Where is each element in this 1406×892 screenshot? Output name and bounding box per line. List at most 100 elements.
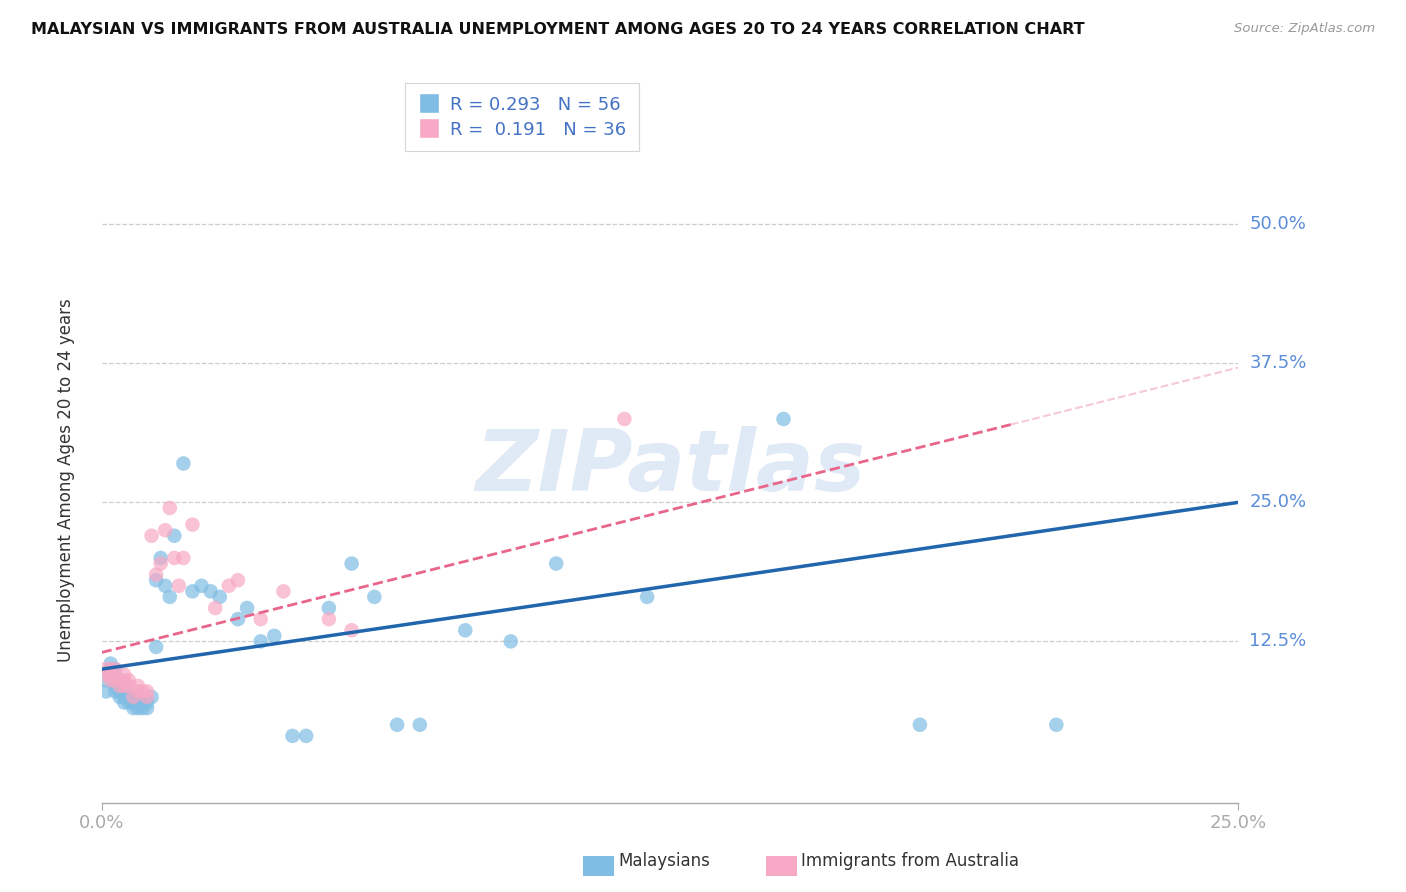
Point bbox=[226, 573, 249, 587]
Point bbox=[204, 601, 226, 615]
Point bbox=[163, 551, 186, 566]
Point bbox=[104, 662, 127, 676]
Y-axis label: Unemployment Among Ages 20 to 24 years: Unemployment Among Ages 20 to 24 years bbox=[58, 298, 75, 662]
Point bbox=[131, 701, 153, 715]
Point bbox=[149, 557, 172, 571]
Point bbox=[112, 696, 135, 710]
Point bbox=[104, 673, 127, 688]
Point bbox=[385, 718, 408, 732]
Point bbox=[118, 696, 141, 710]
Point bbox=[131, 684, 153, 698]
Point bbox=[127, 701, 149, 715]
Text: MALAYSIAN VS IMMIGRANTS FROM AUSTRALIA UNEMPLOYMENT AMONG AGES 20 TO 24 YEARS CO: MALAYSIAN VS IMMIGRANTS FROM AUSTRALIA U… bbox=[31, 22, 1084, 37]
Text: 12.5%: 12.5% bbox=[1250, 632, 1306, 650]
Point bbox=[172, 551, 194, 566]
Point bbox=[1045, 718, 1067, 732]
Point bbox=[141, 529, 163, 543]
Point bbox=[613, 412, 636, 426]
Point bbox=[100, 657, 122, 671]
Point bbox=[127, 684, 149, 698]
Point bbox=[163, 529, 186, 543]
Text: Immigrants from Australia: Immigrants from Australia bbox=[801, 852, 1019, 870]
Point bbox=[112, 667, 135, 681]
Point bbox=[127, 690, 149, 704]
Point bbox=[218, 579, 240, 593]
Point bbox=[546, 557, 568, 571]
Point bbox=[100, 662, 122, 676]
Point bbox=[112, 673, 135, 688]
Point bbox=[94, 673, 117, 688]
Point bbox=[409, 718, 432, 732]
Point bbox=[94, 662, 117, 676]
Point bbox=[454, 624, 477, 638]
Point bbox=[340, 557, 363, 571]
Point bbox=[118, 690, 141, 704]
Text: 25.0%: 25.0% bbox=[1250, 493, 1306, 511]
Point bbox=[136, 696, 159, 710]
Point bbox=[249, 612, 271, 626]
Point bbox=[100, 667, 122, 681]
Point bbox=[190, 579, 212, 593]
Point bbox=[263, 629, 285, 643]
Point bbox=[318, 612, 340, 626]
Point bbox=[112, 684, 135, 698]
Point bbox=[208, 590, 231, 604]
Point bbox=[145, 573, 167, 587]
Point bbox=[108, 690, 131, 704]
Point bbox=[167, 579, 190, 593]
Point bbox=[104, 662, 127, 676]
Point bbox=[141, 690, 163, 704]
Point bbox=[149, 551, 172, 566]
Point bbox=[155, 523, 177, 537]
Point bbox=[94, 667, 117, 681]
Point bbox=[772, 412, 794, 426]
Point bbox=[94, 684, 117, 698]
Point bbox=[181, 517, 204, 532]
Point bbox=[122, 701, 145, 715]
Point bbox=[318, 601, 340, 615]
Point bbox=[108, 684, 131, 698]
Point bbox=[122, 696, 145, 710]
Point bbox=[172, 457, 194, 471]
Text: 37.5%: 37.5% bbox=[1250, 354, 1306, 372]
Point bbox=[499, 634, 522, 648]
Point bbox=[636, 590, 658, 604]
Point bbox=[145, 640, 167, 654]
Point bbox=[236, 601, 259, 615]
Point bbox=[340, 624, 363, 638]
Text: Malaysians: Malaysians bbox=[619, 852, 710, 870]
Point bbox=[295, 729, 318, 743]
Point bbox=[136, 690, 159, 704]
Point bbox=[136, 701, 159, 715]
Point bbox=[122, 690, 145, 704]
Point bbox=[249, 634, 271, 648]
Point bbox=[273, 584, 295, 599]
Point bbox=[104, 684, 127, 698]
Point bbox=[100, 662, 122, 676]
Text: 50.0%: 50.0% bbox=[1250, 215, 1306, 234]
Point bbox=[108, 673, 131, 688]
Point bbox=[104, 679, 127, 693]
Point bbox=[118, 673, 141, 688]
Text: ZIPatlas: ZIPatlas bbox=[475, 425, 865, 508]
Point bbox=[127, 696, 149, 710]
Point bbox=[181, 584, 204, 599]
Point bbox=[159, 500, 181, 515]
Point bbox=[112, 679, 135, 693]
Point bbox=[100, 673, 122, 688]
Point bbox=[363, 590, 385, 604]
Point bbox=[108, 679, 131, 693]
Point bbox=[908, 718, 931, 732]
Point bbox=[104, 673, 127, 688]
Point bbox=[127, 679, 149, 693]
Point bbox=[136, 684, 159, 698]
Point bbox=[118, 679, 141, 693]
Point bbox=[100, 667, 122, 681]
Point bbox=[112, 690, 135, 704]
Point bbox=[200, 584, 222, 599]
Text: Source: ZipAtlas.com: Source: ZipAtlas.com bbox=[1234, 22, 1375, 36]
Point bbox=[145, 567, 167, 582]
Point bbox=[155, 579, 177, 593]
Legend: R = 0.293   N = 56, R =  0.191   N = 36: R = 0.293 N = 56, R = 0.191 N = 36 bbox=[405, 83, 640, 152]
Point bbox=[159, 590, 181, 604]
